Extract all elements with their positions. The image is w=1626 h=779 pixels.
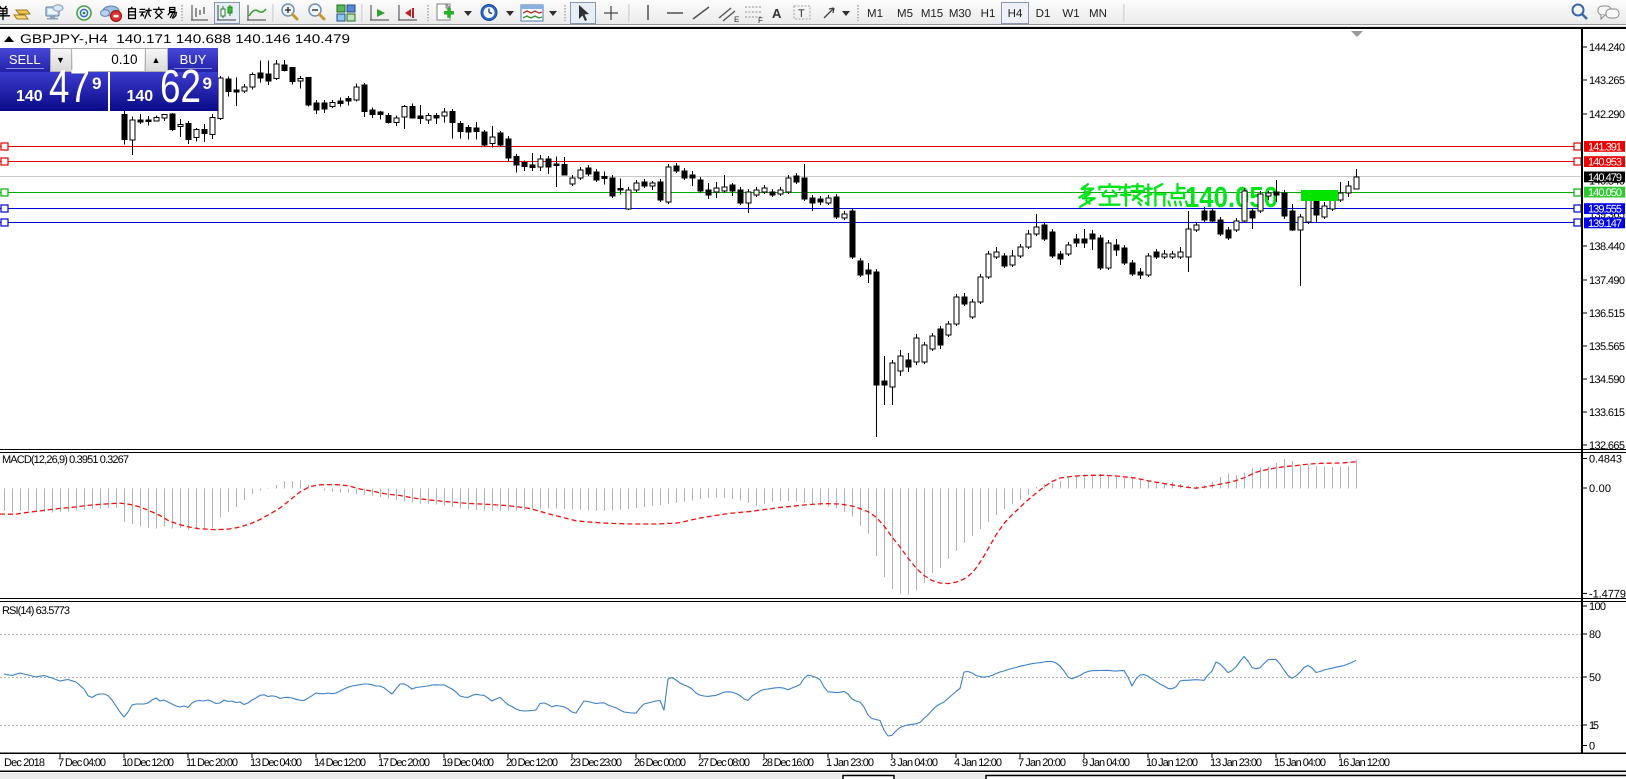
svg-text:M5: M5 <box>897 8 913 20</box>
svg-text:D1: D1 <box>1036 8 1051 20</box>
svg-text:133.615: 133.615 <box>1589 407 1625 419</box>
svg-text:140.340: 140.340 <box>1589 176 1625 188</box>
svg-text:3 Jan 04:00: 3 Jan 04:00 <box>890 757 938 769</box>
svg-text:W1: W1 <box>1062 8 1079 20</box>
svg-text:141.391: 141.391 <box>1588 141 1622 153</box>
svg-text:H1: H1 <box>981 8 996 20</box>
svg-text:100: 100 <box>1589 601 1606 613</box>
svg-text:142.290: 142.290 <box>1589 109 1625 121</box>
svg-text:140.953: 140.953 <box>1588 157 1622 169</box>
svg-text:17 Dec 20:00: 17 Dec 20:00 <box>378 757 430 769</box>
svg-text:144.240: 144.240 <box>1589 42 1625 54</box>
svg-text:10 Jan 12:00: 10 Jan 12:00 <box>1146 757 1198 769</box>
svg-text:M15: M15 <box>921 8 943 20</box>
svg-text:GBPJPY-,H4 140.171 140.688 14: GBPJPY-,H4 140.171 140.688 140.146 140.4… <box>20 32 350 46</box>
svg-text:E: E <box>734 15 739 24</box>
svg-text:16 Jan 12:00: 16 Jan 12:00 <box>1338 757 1390 769</box>
svg-text:0: 0 <box>1589 741 1595 753</box>
svg-text:Dec 2018: Dec 2018 <box>4 757 45 769</box>
svg-text:27 Dec 08:00: 27 Dec 08:00 <box>698 757 750 769</box>
svg-text:26 Dec 00:00: 26 Dec 00:00 <box>634 757 686 769</box>
svg-text:0.4843: 0.4843 <box>1589 454 1622 466</box>
svg-text:141.315: 141.315 <box>1589 142 1625 154</box>
svg-text:136.515: 136.515 <box>1589 308 1625 320</box>
svg-text:138.440: 138.440 <box>1589 241 1625 253</box>
svg-text:F: F <box>758 16 763 25</box>
svg-text:137.490: 137.490 <box>1589 275 1625 287</box>
svg-text:135.565: 135.565 <box>1589 341 1625 353</box>
svg-text:MACD(12,26,9) 0.3951 0.3267: MACD(12,26,9) 0.3951 0.3267 <box>2 454 129 466</box>
svg-text:4 Jan 12:00: 4 Jan 12:00 <box>954 757 1002 769</box>
svg-text:134.590: 134.590 <box>1589 374 1625 386</box>
svg-text:80: 80 <box>1589 629 1601 641</box>
svg-text:15 Jan 04:00: 15 Jan 04:00 <box>1274 757 1326 769</box>
svg-text:140.050: 140.050 <box>1185 182 1278 214</box>
svg-text:T: T <box>798 8 805 20</box>
svg-text:19 Dec 04:00: 19 Dec 04:00 <box>442 757 494 769</box>
svg-text:140.050: 140.050 <box>1588 187 1622 199</box>
svg-text:M30: M30 <box>949 8 971 20</box>
svg-text:140.479: 140.479 <box>1588 172 1622 184</box>
svg-text:H4: H4 <box>1008 8 1023 20</box>
svg-text:A: A <box>772 6 782 21</box>
svg-text:20 Dec 12:00: 20 Dec 12:00 <box>506 757 558 769</box>
svg-text:143.265: 143.265 <box>1589 75 1625 87</box>
svg-text:11 Dec 20:00: 11 Dec 20:00 <box>186 757 238 769</box>
svg-text:13 Jan 23:00: 13 Jan 23:00 <box>1210 757 1262 769</box>
svg-text:14 Dec 12:00: 14 Dec 12:00 <box>314 757 366 769</box>
svg-text:23 Dec 23:00: 23 Dec 23:00 <box>570 757 622 769</box>
svg-text:1 Jan 23:00: 1 Jan 23:00 <box>826 757 874 769</box>
svg-text:132.665: 132.665 <box>1589 440 1625 452</box>
svg-text:139.365: 139.365 <box>1589 209 1625 221</box>
svg-text:RSI(14) 63.5773: RSI(14) 63.5773 <box>2 605 70 617</box>
svg-text:7 Dec 04:00: 7 Dec 04:00 <box>58 757 106 769</box>
svg-text:13 Dec 04:00: 13 Dec 04:00 <box>250 757 302 769</box>
svg-text:MN: MN <box>1089 8 1107 20</box>
svg-text:15: 15 <box>1589 720 1599 732</box>
svg-text:139.147: 139.147 <box>1588 218 1622 230</box>
svg-text:10 Dec 12:00: 10 Dec 12:00 <box>122 757 174 769</box>
svg-text:9 Jan 04:00: 9 Jan 04:00 <box>1082 757 1130 769</box>
svg-text:50: 50 <box>1589 672 1601 684</box>
svg-text:7 Jan 20:00: 7 Jan 20:00 <box>1018 757 1066 769</box>
svg-text:-1.4779: -1.4779 <box>1589 588 1626 600</box>
svg-text:0.00: 0.00 <box>1589 483 1611 495</box>
svg-text:28 Dec 16:00: 28 Dec 16:00 <box>762 757 814 769</box>
svg-text:139.555: 139.555 <box>1588 204 1622 216</box>
svg-text:M1: M1 <box>867 8 883 20</box>
